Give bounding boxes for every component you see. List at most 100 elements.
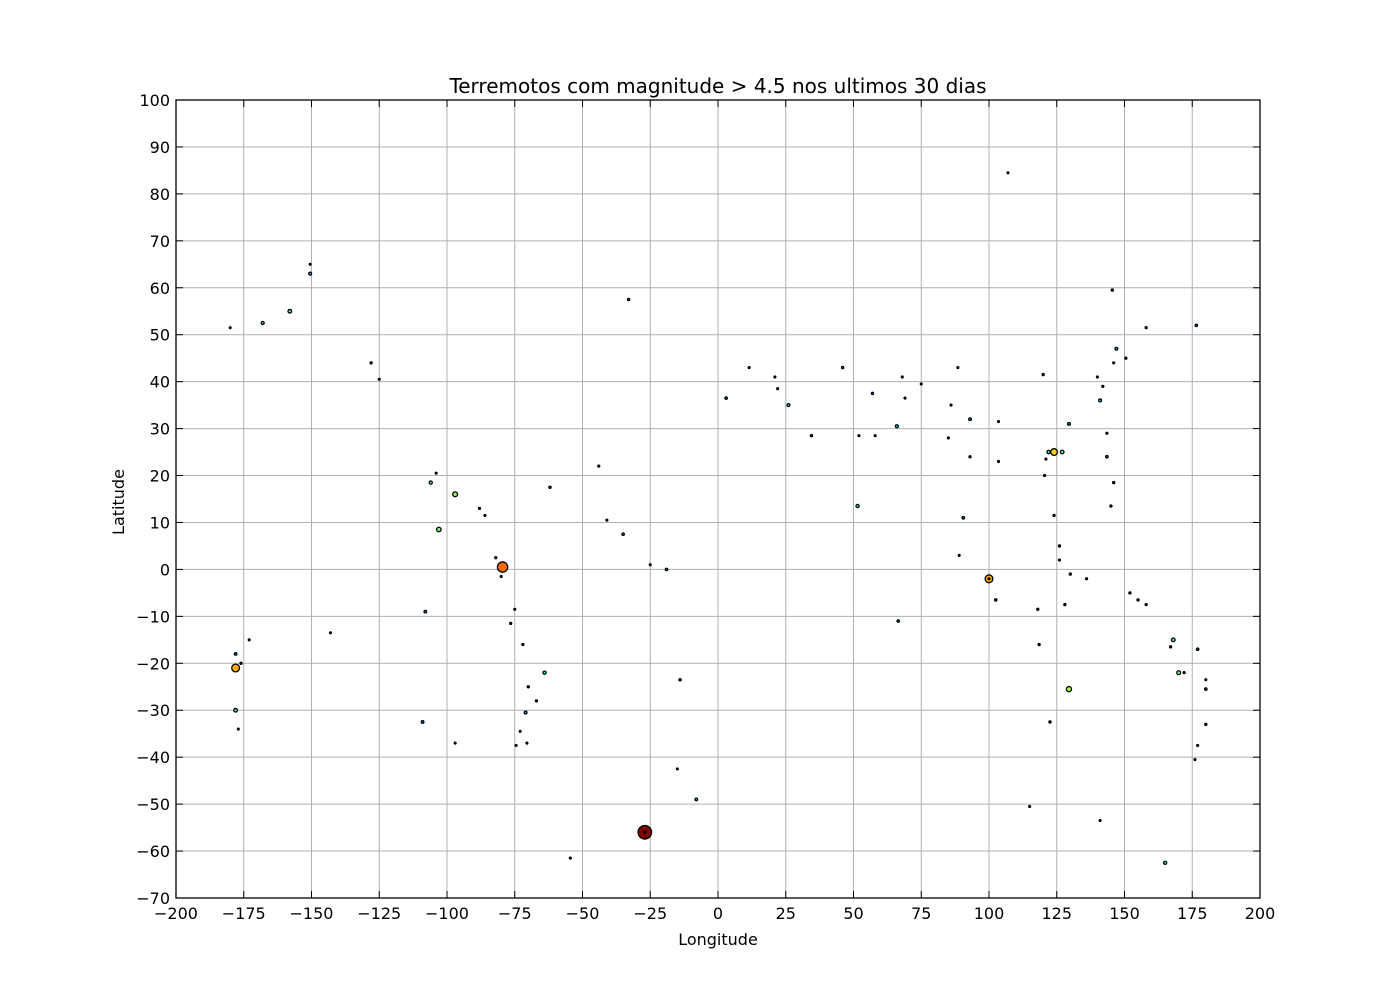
quake-point [626, 297, 631, 302]
y-tick-label: 100 [139, 91, 170, 110]
quake-point [1124, 356, 1128, 360]
quake-point [1084, 577, 1089, 581]
quake-point [1195, 647, 1200, 652]
quake-point [996, 419, 1001, 424]
quake-point [694, 797, 699, 802]
x-tick-label: −75 [498, 904, 532, 923]
quake-point [1105, 431, 1109, 435]
quake-point [1065, 685, 1073, 693]
quake-point [1203, 687, 1208, 691]
quake-point [786, 402, 791, 408]
quake-point [453, 741, 457, 745]
quake-point [568, 856, 572, 860]
quake-point [247, 638, 251, 642]
quake-point [308, 262, 312, 266]
x-tick-label: 50 [843, 904, 863, 923]
quake-point [968, 455, 972, 459]
quake-point [1028, 804, 1032, 809]
quake-point [993, 598, 998, 602]
quake-point [1105, 454, 1109, 459]
x-tick-label: 0 [713, 904, 723, 923]
quake-point [996, 459, 1001, 464]
quake-point [1204, 678, 1208, 682]
quake-point [919, 382, 923, 386]
quake-point [1098, 818, 1102, 823]
quake-point [377, 377, 381, 381]
quake-point [1041, 372, 1045, 377]
quake-point [542, 670, 547, 675]
quake-point [1128, 591, 1132, 595]
x-axis-ticks: −200 −175 −150 −125 −100 −75 −50 −25 0 25 50 75 100 1… [154, 100, 1275, 923]
y-tick-label: −70 [136, 889, 170, 908]
y-tick-label: −10 [136, 607, 170, 626]
x-tick-label: −25 [633, 904, 667, 923]
quake-point [1114, 346, 1119, 351]
quake-points [228, 171, 1208, 866]
y-tick-label: 70 [150, 232, 170, 251]
quake-point [1037, 642, 1041, 647]
y-tick-label: 20 [150, 467, 170, 486]
quake-point [1204, 722, 1208, 727]
quake-point [956, 366, 960, 370]
quake-point [621, 532, 625, 537]
y-tick-label: 40 [150, 373, 170, 392]
quake-point [664, 567, 669, 572]
x-tick-label: 75 [911, 904, 931, 923]
quake-point [1044, 457, 1048, 461]
quake-point [514, 743, 518, 748]
quake-point [675, 767, 679, 771]
quake-point [1109, 504, 1113, 508]
quake-point [534, 699, 539, 703]
quake-point [228, 326, 232, 330]
x-tick-label: −125 [357, 904, 401, 923]
quake-point [308, 271, 313, 276]
quake-point [643, 830, 647, 834]
quake-point [678, 677, 682, 682]
quake-point [1068, 572, 1072, 576]
quake-point [1063, 602, 1067, 607]
quake-point [597, 464, 601, 468]
quake-point [857, 434, 861, 438]
quake-point [855, 503, 860, 509]
y-tick-label: 30 [150, 420, 170, 439]
quake-point [1066, 421, 1071, 426]
quake-point [233, 707, 239, 713]
quake-point [496, 561, 509, 573]
y-tick-label: 80 [150, 185, 170, 204]
quake-point [809, 433, 814, 438]
y-tick-label: −50 [136, 795, 170, 814]
quake-point [1036, 607, 1040, 612]
x-tick-label: 200 [1245, 904, 1276, 923]
quake-point [870, 391, 875, 396]
quake-point [957, 553, 961, 557]
x-tick-label: −50 [566, 904, 600, 923]
quake-point [494, 555, 498, 560]
quake-point [1048, 720, 1052, 724]
quake-point [526, 685, 530, 689]
quake-point [605, 518, 609, 522]
quake-point [452, 491, 459, 498]
quake-point [648, 563, 652, 567]
quake-point [328, 631, 333, 635]
quake-point [233, 651, 238, 656]
quake-point [873, 434, 877, 438]
quake-point [236, 727, 240, 731]
x-tick-label: 175 [1177, 904, 1208, 923]
quake-point [896, 619, 901, 623]
quake-point [1111, 480, 1116, 485]
quake-point [900, 375, 904, 379]
quake-point [548, 485, 552, 490]
quake-point [1193, 757, 1197, 762]
quake-point [987, 577, 991, 581]
quake-point [1168, 645, 1173, 649]
quake-point [961, 515, 966, 520]
y-tick-label: −60 [136, 842, 170, 861]
quake-point [239, 661, 243, 665]
quake-point [747, 366, 751, 370]
quake-point [1057, 544, 1062, 548]
quake-point [428, 480, 433, 485]
quake-point [369, 361, 373, 365]
quake-point [513, 607, 517, 611]
quake-point [420, 720, 425, 724]
quake-point [724, 396, 728, 400]
